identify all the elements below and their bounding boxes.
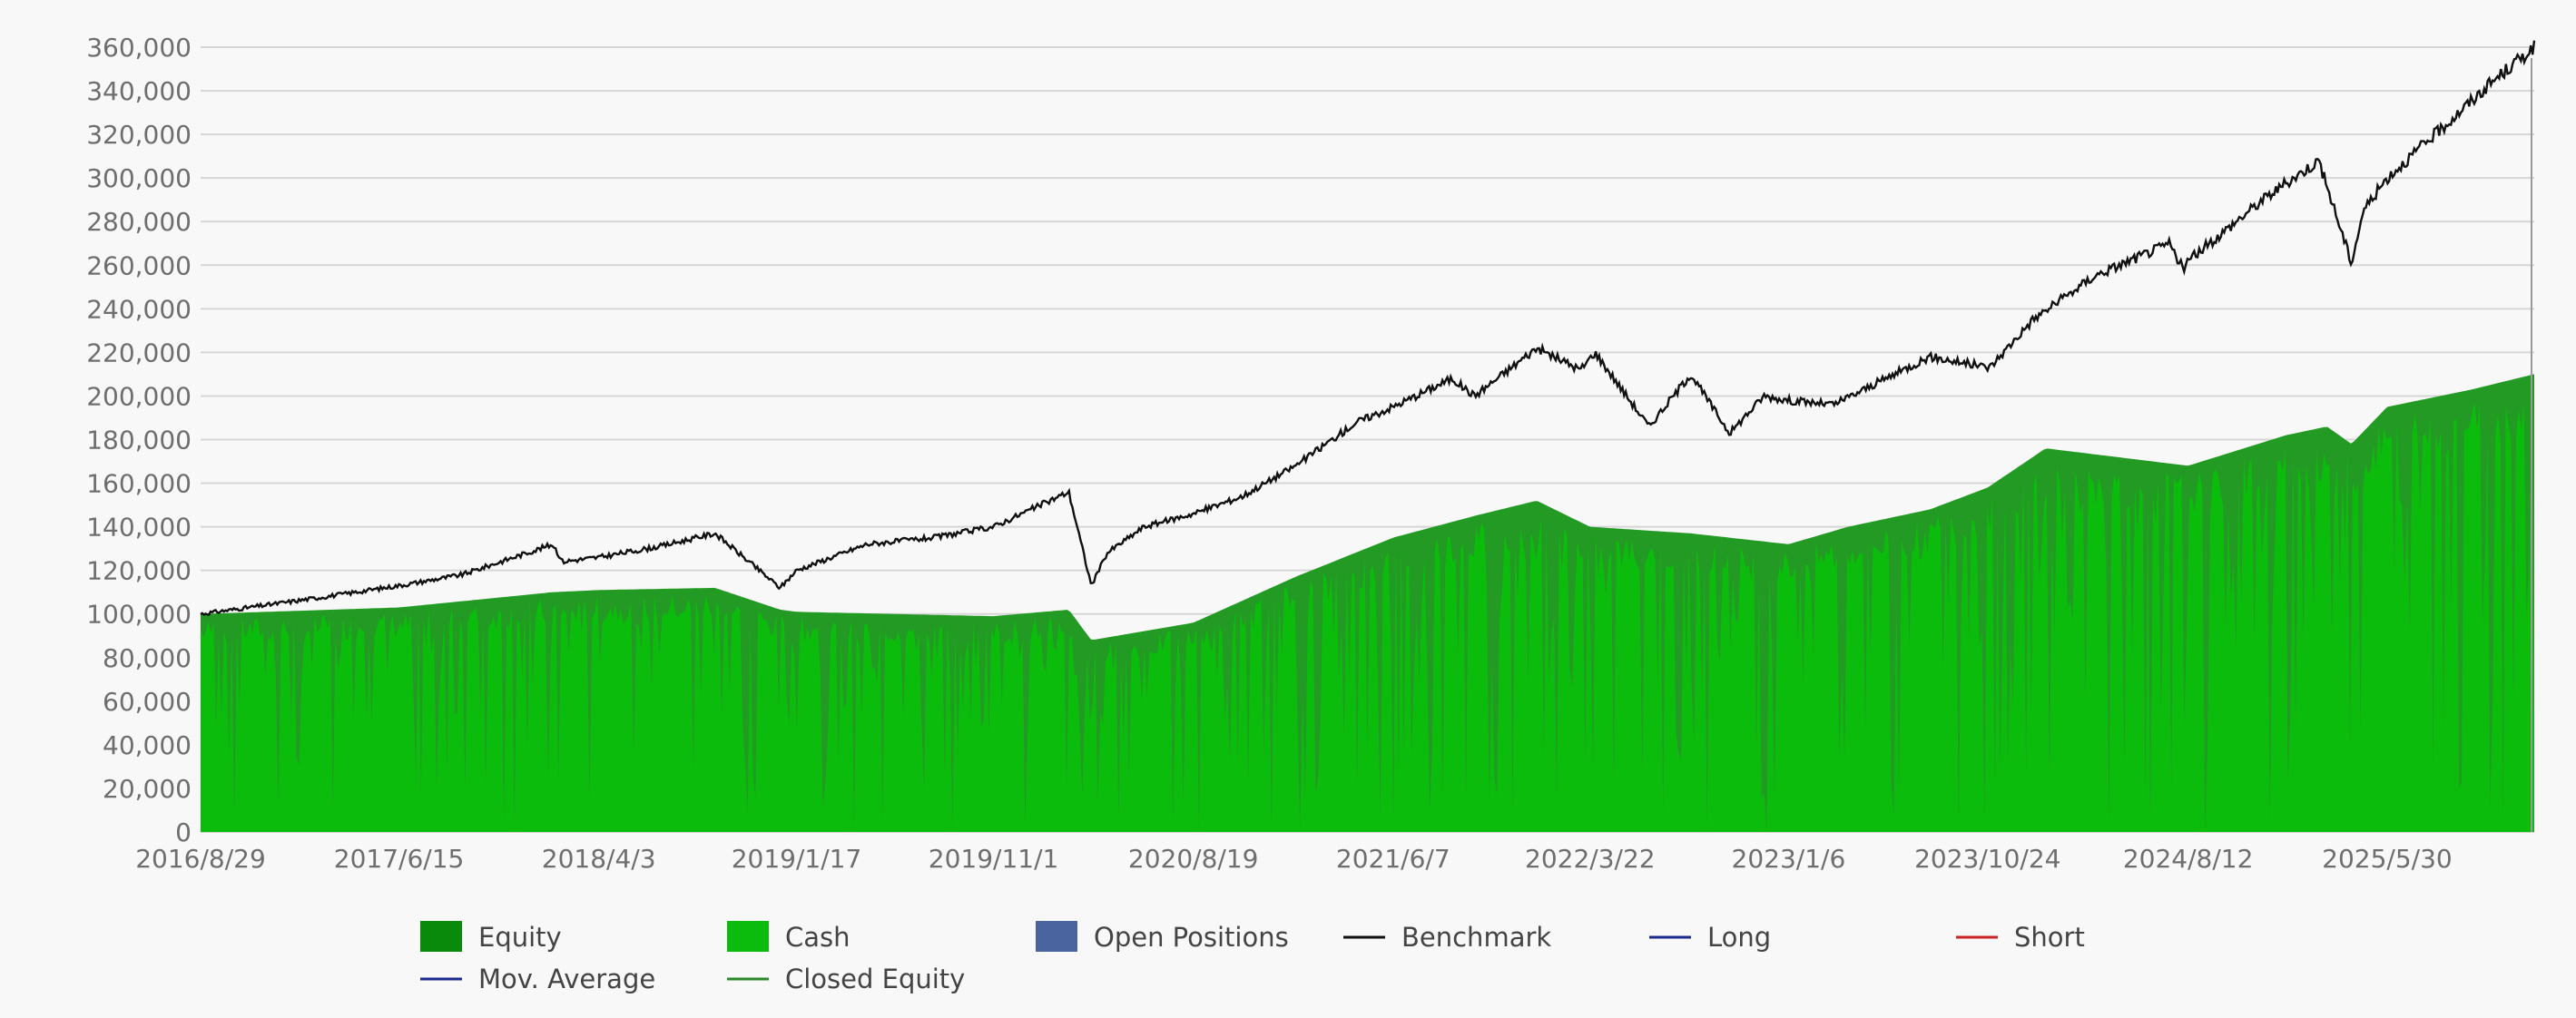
x-tick-label: 2020/8/19 — [1128, 844, 1259, 874]
benchmark-line — [200, 40, 2536, 616]
legend-label: Open Positions — [1094, 922, 1289, 953]
x-tick-label: 2024/8/12 — [2123, 844, 2254, 874]
y-tick-label: 20,000 — [103, 774, 192, 804]
y-tick-label: 260,000 — [86, 250, 192, 280]
x-tick-label: 2025/5/30 — [2322, 844, 2453, 874]
y-axis: 0 20,000 40,000 60,000 80,000 100,000 120,000 1… — [86, 33, 192, 847]
y-tick-label: 100,000 — [86, 600, 192, 630]
y-tick-label: 340,000 — [86, 76, 192, 106]
x-axis: 2016/8/29 2017/6/15 2018/4/3 2019/1/17 2019/… — [135, 844, 2453, 874]
x-tick-label: 2018/4/3 — [542, 844, 656, 874]
y-tick-label: 140,000 — [86, 513, 192, 543]
y-tick-label: 120,000 — [86, 556, 192, 586]
x-tick-label: 2021/6/7 — [1336, 844, 1450, 874]
legend-label: Cash — [785, 922, 850, 953]
y-tick-label: 40,000 — [103, 730, 192, 760]
y-tick-label: 240,000 — [86, 294, 192, 324]
cash-area — [201, 402, 2534, 832]
y-tick-label: 180,000 — [86, 426, 192, 455]
equity-area-series — [201, 374, 2534, 832]
legend-label: Closed Equity — [785, 964, 965, 994]
y-tick-label: 280,000 — [86, 207, 192, 237]
legend: Equity Cash Open Positions Benchmark Long Sho… — [420, 921, 2085, 994]
legend-swatch — [420, 921, 462, 952]
legend-item[interactable]: Benchmark — [1343, 922, 1551, 953]
y-tick-label: 200,000 — [86, 381, 192, 411]
x-tick-label: 2023/1/6 — [1732, 844, 1846, 874]
legend-item[interactable]: Long — [1649, 922, 1771, 953]
x-tick-label: 2023/10/24 — [1914, 844, 2060, 874]
x-tick-label: 2019/11/1 — [929, 844, 1059, 874]
legend-label: Short — [2014, 922, 2085, 953]
legend-label: Mov. Average — [478, 964, 655, 994]
x-tick-label: 2016/8/29 — [135, 844, 266, 874]
y-tick-label: 360,000 — [86, 33, 192, 63]
y-tick-label: 320,000 — [86, 120, 192, 150]
x-tick-label: 2019/1/17 — [732, 844, 862, 874]
y-tick-label: 300,000 — [86, 163, 192, 193]
benchmark-series — [200, 40, 2536, 832]
legend-label: Equity — [478, 922, 562, 953]
legend-item[interactable]: Cash — [727, 921, 850, 953]
legend-item[interactable]: Closed Equity — [727, 964, 965, 994]
x-tick-label: 2017/6/15 — [334, 844, 465, 874]
legend-label: Benchmark — [1401, 922, 1551, 953]
x-tick-label: 2022/3/22 — [1525, 844, 1656, 874]
legend-swatch — [1036, 921, 1077, 952]
legend-item[interactable]: Short — [1956, 922, 2085, 953]
y-tick-label: 160,000 — [86, 469, 192, 499]
legend-item[interactable]: Equity — [420, 921, 562, 953]
legend-swatch — [727, 921, 769, 952]
legend-label: Long — [1707, 922, 1771, 953]
y-tick-label: 60,000 — [103, 687, 192, 717]
y-tick-label: 0 — [175, 817, 192, 847]
y-tick-label: 220,000 — [86, 338, 192, 367]
legend-item[interactable]: Mov. Average — [420, 964, 655, 994]
y-tick-label: 80,000 — [103, 643, 192, 673]
legend-item[interactable]: Open Positions — [1036, 921, 1289, 953]
